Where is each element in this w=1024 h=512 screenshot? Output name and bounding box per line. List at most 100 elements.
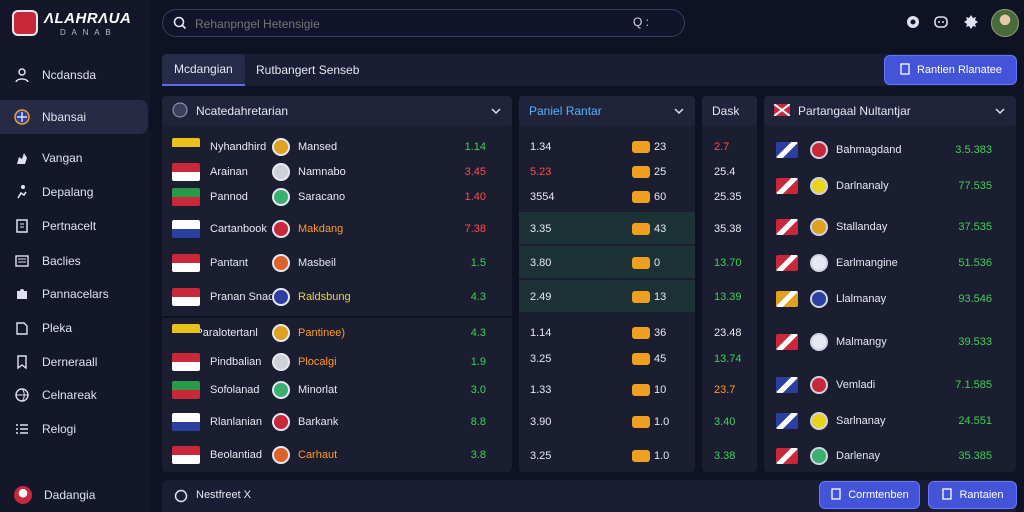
odds-row[interactable]: 3.90 1.0 3.40 — [530, 409, 750, 435]
odds-row[interactable]: 3.80 0 13.70 — [530, 250, 750, 276]
sidebar-item-5[interactable]: Baclies — [0, 244, 150, 278]
away-team-name: Carhaut — [298, 449, 338, 461]
tab-secondary[interactable]: Rutbangert Senseb — [244, 54, 371, 86]
odds-row[interactable]: 1.14 36 23.48 — [530, 320, 750, 346]
away-team-name: Pantinee) — [298, 327, 346, 339]
match-row[interactable]: Rlanlanian Barkank 8.8 — [172, 409, 502, 435]
odds-value[interactable]: 3.45 — [464, 166, 486, 178]
bottom-status-label[interactable]: Nestfreet X — [196, 489, 252, 501]
odds-value[interactable]: 1.14 — [464, 141, 486, 153]
odds-c: 35.38 — [714, 223, 742, 235]
match-row[interactable]: Cartanbook Makdang 7.38 — [172, 216, 502, 242]
app-logo[interactable]: ΛLAHRΛUA D A N A B — [10, 6, 145, 42]
odds-row[interactable]: 3.25 45 13.74 — [530, 346, 750, 372]
chevron-down-icon[interactable] — [673, 105, 685, 120]
settings-icon[interactable] — [904, 13, 922, 31]
team-badge-icon — [810, 333, 828, 351]
search-input[interactable] — [195, 15, 615, 33]
match-row[interactable]: Beolantiad Carhaut 3.8 — [172, 442, 502, 468]
top-action-button[interactable]: Rantien Rlanatee — [884, 55, 1017, 85]
away-team-name: Minorlat — [298, 384, 338, 396]
user-avatar[interactable] — [991, 9, 1019, 37]
match-row[interactable]: Pindbalian Plocalgi 1.9 — [172, 349, 502, 375]
odds-row[interactable]: 1.34 23 2.7 — [530, 134, 750, 160]
sidebar-item-2[interactable]: Vangan — [0, 141, 150, 175]
odds-row[interactable]: 3.35 43 35.38 — [530, 216, 750, 242]
odds-value[interactable]: 3.0 — [470, 384, 486, 396]
sidebar-item-7[interactable]: Pleka — [0, 311, 150, 345]
match-row[interactable]: Arainan Namnabo 3.45 — [172, 159, 502, 185]
sidebar-item-8[interactable]: Derneraall — [0, 345, 150, 379]
sidebar-item-9[interactable]: Celnareak — [0, 378, 150, 412]
sidebar: ΛLAHRΛUA D A N A B Ncdansda Nbansai Vang… — [0, 0, 150, 512]
sidebar-item-10[interactable]: Relogi — [0, 412, 150, 446]
standings-row[interactable]: Earlmangine 51.536 — [776, 250, 1006, 276]
odds-a: 3.35 — [530, 223, 552, 235]
team-badge-icon — [810, 376, 828, 394]
odds-value[interactable]: 4.3 — [470, 327, 486, 339]
home-team-name: Beolantiad — [210, 449, 262, 461]
team-badge-icon — [810, 218, 828, 236]
odds-row[interactable]: 1.33 10 23.7 — [530, 377, 750, 403]
odds-value[interactable]: 1.5 — [470, 257, 486, 269]
standings-value: 7.1.585 — [955, 379, 992, 391]
odds-b: 43 — [654, 223, 667, 235]
sidebar-item-3[interactable]: Depalang — [0, 175, 150, 209]
standings-panel: Partangaal Nultantjar — [764, 96, 1016, 472]
odds-panel-header[interactable]: Paniel Rantar — [519, 96, 695, 126]
match-row[interactable]: Pranan Snaoa Raldsbung 4.3 — [172, 284, 502, 310]
team-flag-icon — [776, 142, 798, 158]
chevron-down-icon[interactable] — [490, 105, 502, 120]
odds-a: 3554 — [530, 191, 555, 203]
odds-row[interactable]: 2.49 13 13.39 — [530, 284, 750, 310]
odds-row[interactable]: 3.25 1.0 3.38 — [530, 443, 750, 469]
standings-row[interactable]: Darlnanaly 77.535 — [776, 173, 1006, 199]
search-options[interactable]: Q : — [633, 15, 650, 29]
standings-row[interactable]: Stallanday 37.535 — [776, 214, 1006, 240]
standings-row[interactable]: Llalmanay 93.546 — [776, 286, 1006, 312]
standings-panel-header[interactable]: Partangaal Nultantjar — [764, 96, 1016, 126]
standings-row[interactable]: Sarlnanay 24.551 — [776, 408, 1006, 434]
standings-row[interactable]: Bahmagdand 3.5.383 — [776, 137, 1006, 163]
match-row[interactable]: Pantinee) 4.3 — [172, 320, 502, 346]
matches-panel-header[interactable]: Ncatedahretarian — [162, 96, 512, 126]
tab-main[interactable]: Mcdangian — [162, 54, 245, 86]
sidebar-item-6[interactable]: Pannacelars — [0, 277, 150, 311]
odds-row[interactable]: 5.23 25 25.4 — [530, 159, 750, 185]
sidebar-item-1[interactable]: Nbansai — [0, 100, 148, 134]
standings-row[interactable]: Vemladi 7.1.585 — [776, 372, 1006, 398]
dask-panel-header[interactable]: Dask — [702, 96, 757, 126]
odds-value[interactable]: 3.8 — [470, 449, 486, 461]
odds-value[interactable]: 1.40 — [464, 191, 486, 203]
sidebar-footer-profile[interactable]: Dadangia — [0, 478, 150, 512]
standings-row[interactable]: Darlenay 35.385 — [776, 443, 1006, 469]
chat-icon[interactable] — [932, 13, 950, 31]
match-row[interactable]: Pantant Masbeil 1.5 — [172, 250, 502, 276]
search-bar[interactable]: Q : — [162, 9, 685, 37]
standings-row[interactable]: Malmangy 39.533 — [776, 329, 1006, 355]
standings-value: 37.535 — [958, 221, 992, 233]
home-team-name: Cartanbook — [210, 223, 267, 235]
bottom-action-button-2[interactable]: Rantaien — [928, 481, 1017, 509]
match-row[interactable]: Pannod Saracano 1.40 — [172, 184, 502, 210]
match-row[interactable]: Nyhandhird Mansed 1.14 — [172, 134, 502, 160]
sidebar-item-4[interactable]: Pertnacelt — [0, 209, 150, 243]
team-badge-icon — [272, 446, 290, 464]
target-icon — [14, 109, 30, 125]
match-row[interactable]: Sofolanad Minorlat 3.0 — [172, 377, 502, 403]
bottom-action-button-1[interactable]: Cormtenben — [819, 481, 920, 509]
odds-value[interactable]: 4.3 — [470, 291, 486, 303]
team-flag-icon — [776, 377, 798, 393]
odds-value[interactable]: 1.9 — [470, 356, 486, 368]
gear-icon[interactable] — [962, 13, 980, 31]
odds-value[interactable]: 7.38 — [464, 223, 486, 235]
odds-value[interactable]: 8.8 — [470, 416, 486, 428]
away-team-name: Saracano — [298, 191, 346, 203]
sidebar-item-0[interactable]: Ncdansda — [0, 58, 150, 92]
document-icon — [941, 487, 953, 503]
sidebar-item-label: Pertnacelt — [42, 219, 97, 233]
tabs-bar: Mcdangian Rutbangert Senseb — [162, 54, 1016, 86]
team-badge-icon — [272, 188, 290, 206]
chevron-down-icon[interactable] — [994, 105, 1006, 120]
odds-row[interactable]: 3554 60 25.35 — [530, 184, 750, 210]
